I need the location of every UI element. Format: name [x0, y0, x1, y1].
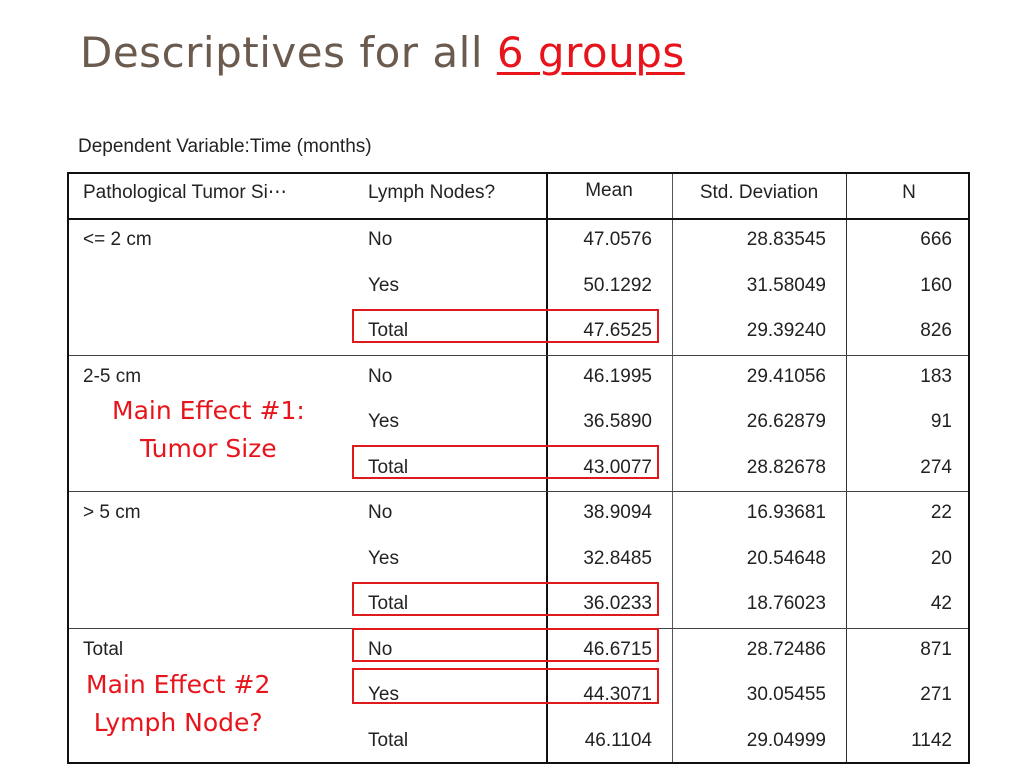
mean-value: 47.6525 [583, 320, 652, 341]
std-deviation-value: 29.04999 [746, 729, 826, 751]
annotation-main-effect-2: Main Effect #2 Lymph Node? [86, 666, 270, 742]
annotation-line: Tumor Size [140, 434, 277, 463]
mean-value: 50.1292 [583, 274, 652, 296]
annotation-line: Lymph Node? [93, 708, 263, 737]
lymph-node-value: Yes [368, 411, 399, 432]
std-deviation-value: 28.82678 [746, 456, 826, 478]
std-deviation-value: 29.41056 [746, 365, 826, 387]
mean-value: 38.9094 [583, 502, 652, 523]
highlight-box [352, 309, 659, 343]
n-value: 274 [920, 456, 952, 478]
std-deviation-value: 28.83545 [746, 229, 826, 250]
column-header: Std. Deviation [699, 182, 819, 203]
highlight-box [352, 628, 659, 662]
annotation-line: Main Effect #2 [86, 670, 271, 699]
n-value: 271 [920, 684, 952, 705]
column-divider [672, 174, 673, 762]
group-label: <= 2 cm [83, 229, 152, 250]
lymph-node-value: No [368, 502, 393, 523]
annotation-main-effect-1: Main Effect #1: Tumor Size [112, 392, 305, 468]
mean-value: 43.0077 [583, 456, 652, 478]
mean-value: 46.1104 [584, 729, 652, 751]
group-label: Total [83, 638, 124, 660]
column-header: N [902, 182, 916, 203]
n-value: 91 [930, 411, 952, 432]
mean-value: 36.5890 [583, 411, 652, 432]
lymph-node-value: Total [368, 729, 409, 751]
lymph-node-value: Total [368, 320, 409, 341]
n-value: 666 [920, 229, 952, 250]
mean-value: 32.8485 [583, 547, 652, 569]
lymph-node-value: Yes [368, 684, 399, 705]
column-header: Mean [585, 180, 633, 201]
title-prefix: Descriptives for all [80, 28, 497, 77]
n-value: 826 [920, 320, 952, 341]
n-value: 42 [930, 593, 952, 614]
mean-value: 36.0233 [583, 593, 652, 614]
std-deviation-value: 29.39240 [746, 320, 826, 341]
group-divider [69, 354, 968, 356]
std-deviation-value: 26.62879 [746, 411, 826, 432]
column-header: Lymph Nodes? [368, 182, 496, 203]
slide-title: Descriptives for all 6 groups [80, 28, 685, 77]
n-value: 160 [920, 274, 952, 296]
std-deviation-value: 28.72486 [746, 638, 826, 660]
n-value: 871 [920, 638, 952, 660]
dependent-variable-label: Dependent Variable:Time (months) [78, 136, 372, 157]
n-value: 1142 [911, 729, 952, 751]
std-deviation-value: 31.58049 [746, 274, 826, 296]
lymph-node-value: Total [368, 456, 409, 478]
lymph-node-value: No [368, 365, 393, 387]
std-deviation-value: 30.05455 [746, 684, 826, 705]
std-deviation-value: 18.76023 [746, 593, 826, 614]
group-label: 2-5 cm [83, 365, 142, 387]
mean-value: 47.0576 [583, 229, 652, 250]
column-divider [846, 174, 847, 762]
lymph-node-value: Total [368, 593, 409, 614]
lymph-node-value: No [368, 229, 393, 250]
n-value: 20 [930, 547, 952, 569]
annotation-line: Main Effect #1: [112, 396, 305, 425]
std-deviation-value: 20.54648 [746, 547, 826, 569]
highlight-box [352, 582, 659, 616]
group-divider [69, 491, 968, 492]
title-highlight: 6 groups [496, 28, 685, 77]
highlight-box [352, 668, 659, 704]
header-divider [69, 218, 968, 220]
group-label: > 5 cm [83, 502, 141, 523]
mean-value: 46.1995 [583, 365, 652, 387]
highlight-box [352, 445, 659, 479]
lymph-node-value: Yes [368, 274, 399, 296]
lymph-node-value: Yes [368, 547, 399, 569]
n-value: 22 [930, 502, 952, 523]
n-value: 183 [920, 365, 952, 387]
descriptives-table: Pathological Tumor Si⋯ Lymph Nodes? Mean St… [67, 172, 970, 764]
mean-value: 46.6715 [583, 638, 652, 660]
column-divider [546, 174, 548, 762]
column-header: Pathological Tumor Si⋯ [83, 182, 287, 203]
lymph-node-value: No [368, 638, 393, 660]
std-deviation-value: 16.93681 [746, 502, 826, 523]
mean-value: 44.3071 [583, 684, 652, 705]
